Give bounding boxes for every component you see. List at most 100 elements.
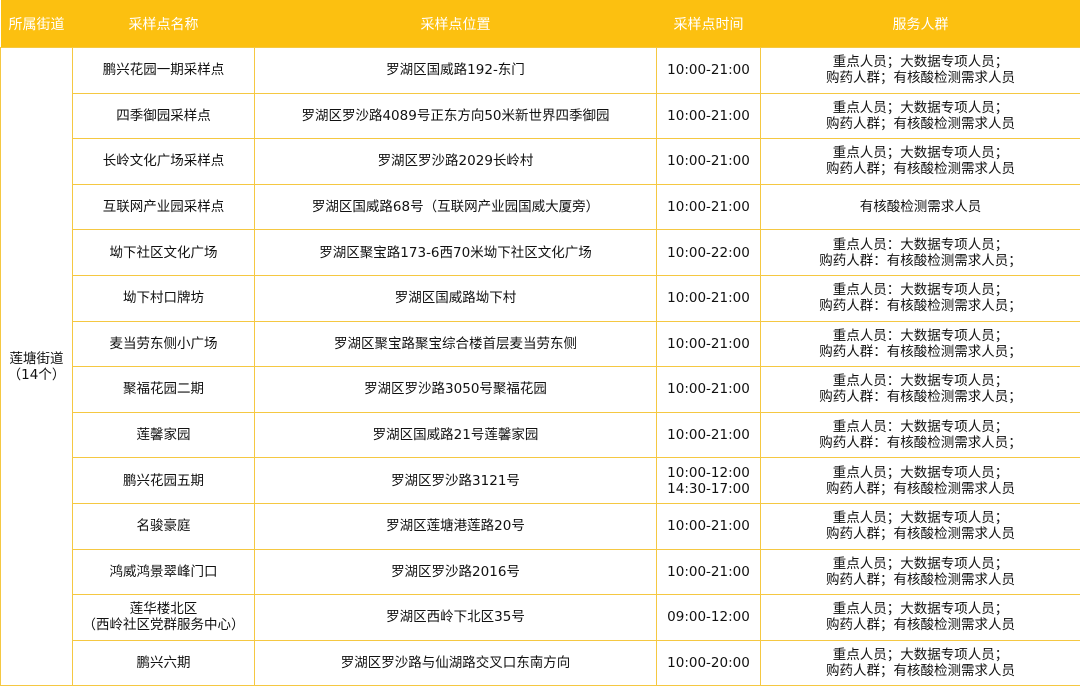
site-service-line: 购药人群；有核酸检测需求人员 [826,617,1015,634]
table-row: 坳下社区文化广场 罗湖区聚宝路173-6西70米坳下社区文化广场 10:00-22:… [1,229,1080,276]
site-name: 四季御园采样点 [72,92,255,140]
site-name-line: 名骏豪庭 [136,518,191,535]
site-service: 重点人员：大数据专项人员； 购药人群：有核酸检测需求人员； [760,366,1080,413]
street-count: （14个） [7,366,66,383]
site-time-line: 10:00-21:00 [667,381,750,398]
header-service: 服务人群 [760,0,1080,48]
site-service-line: 重点人员；大数据专项人员； [832,510,1009,527]
site-service-line: 重点人员：大数据专项人员； [832,419,1009,436]
site-service-line: 重点人员：大数据专项人员； [832,236,1009,253]
header-row: 所属街道 采样点名称 采样点位置 采样点时间 服务人群 [0,0,1080,48]
table-row: 莲塘街道 （14个） 鹏兴花园一期采样点 罗湖区国威路192-东门 10:00-21:0… [0,46,1080,686]
site-service-line: 购药人群；有核酸检测需求人员 [826,115,1015,132]
header-time: 采样点时间 [656,0,761,48]
site-service: 重点人员；大数据专项人员； 购药人群；有核酸检测需求人员 [760,92,1080,140]
site-time: 10:00-21:00 [656,366,761,413]
site-name-line: （西岭社区党群服务中心） [82,617,245,634]
site-name-line: 长岭文化广场采样点 [102,153,225,170]
street-cell: 莲塘街道 （14个） [0,46,73,686]
site-name: 莲华楼北区 （西岭社区党群服务中心） [72,594,255,641]
site-time-line: 14:30-17:00 [667,480,750,497]
site-name-line: 鸿威鸿景翠峰门口 [109,563,218,580]
site-time-line: 10:00-21:00 [667,518,750,535]
site-service: 重点人员；大数据专项人员； 购药人群；有核酸检测需求人员 [760,502,1080,550]
site-name: 坳下村口牌坊 [72,274,255,322]
site-service-line: 重点人员；大数据专项人员； [832,145,1009,162]
site-location: 罗湖区罗沙路2016号 [254,548,657,596]
table-row: 鹏兴花园五期 罗湖区罗沙路3121号 10:00-12:00 14:30-17:00 重… [1,457,1080,504]
site-name: 坳下社区文化广场 [72,229,255,276]
site-service-line: 重点人员：大数据专项人员； [832,282,1009,299]
site-time: 10:00-21:00 [656,92,761,140]
site-location: 罗湖区国威路21号莲馨家园 [254,411,657,459]
site-time: 10:00-22:00 [656,229,761,276]
site-service-line: 重点人员；大数据专项人员； [832,555,1009,572]
site-service: 重点人员；大数据专项人员； 购药人群；有核酸检测需求人员 [760,47,1080,94]
site-service-line: 购药人群；有核酸检测需求人员 [826,70,1015,87]
site-service-line: 购药人群；有核酸检测需求人员 [826,161,1015,178]
site-service-line: 购药人群：有核酸检测需求人员； [819,343,1022,360]
site-service-line: 购药人群：有核酸检测需求人员； [819,298,1022,315]
site-name: 鹏兴六期 [72,639,255,686]
site-name: 聚福花园二期 [72,366,255,413]
site-name-line: 四季御园采样点 [116,107,211,124]
site-time: 10:00-21:00 [656,411,761,459]
site-service-line: 重点人员：大数据专项人员； [832,327,1009,344]
site-time: 10:00-20:00 [656,639,761,686]
site-service-line: 购药人群：有核酸检测需求人员； [819,389,1022,406]
site-service: 重点人员；大数据专项人员； 购药人群；有核酸检测需求人员 [760,548,1080,596]
site-service: 重点人员；大数据专项人员； 购药人群；有核酸检测需求人员 [760,594,1080,641]
site-time-line: 10:00-21:00 [667,62,750,79]
site-name: 麦当劳东侧小广场 [72,320,255,368]
table-row: 四季御园采样点 罗湖区罗沙路4089号正东方向50米新世界四季御园 10:00-21… [1,92,1080,140]
site-name: 鹏兴花园五期 [72,457,255,504]
site-service-line: 购药人群；有核酸检测需求人员 [826,480,1015,497]
site-time-line: 10:00-21:00 [667,107,750,124]
site-service: 重点人员：大数据专项人员； 购药人群：有核酸检测需求人员； [760,320,1080,368]
site-time-line: 10:00-21:00 [667,335,750,352]
site-location: 罗湖区国威路坳下村 [254,274,657,322]
site-service-line: 重点人员；大数据专项人员； [832,647,1009,664]
site-name-line: 互联网产业园采样点 [102,199,225,216]
site-name-line: 鹏兴六期 [136,655,191,672]
site-service: 有核酸检测需求人员 [760,183,1080,231]
site-name-line: 鹏兴花园一期采样点 [102,62,225,79]
site-name-line: 麦当劳东侧小广场 [109,335,218,352]
table-row: 莲华楼北区 （西岭社区党群服务中心） 罗湖区西岭下北区35号 09:00-12:00 重… [1,594,1080,641]
site-service-line: 购药人群：有核酸检测需求人员； [819,435,1022,452]
site-time-line: 10:00-12:00 [667,464,750,481]
site-location: 罗湖区国威路68号（互联网产业园国威大厦旁） [254,183,657,231]
site-time: 09:00-12:00 [656,594,761,641]
site-service-line: 重点人员；大数据专项人员； [832,464,1009,481]
site-location: 罗湖区罗沙路3121号 [254,457,657,504]
table-row: 鸿威鸿景翠峰门口 罗湖区罗沙路2016号 10:00-21:00 重点人员；大数据专项… [1,548,1080,596]
site-name-line: 聚福花园二期 [123,381,204,398]
site-time-line: 09:00-12:00 [667,609,750,626]
site-time-line: 10:00-21:00 [667,290,750,307]
site-name: 莲馨家园 [72,411,255,459]
table-row: 名骏豪庭 罗湖区莲塘港莲路20号 10:00-21:00 重点人员；大数据专项人员；购… [1,502,1080,550]
site-location: 罗湖区国威路192-东门 [254,47,657,94]
table-row: 麦当劳东侧小广场 罗湖区聚宝路聚宝综合楼首层麦当劳东侧 10:00-21:00 重点人… [1,320,1080,368]
site-service: 重点人员；大数据专项人员； 购药人群；有核酸检测需求人员 [760,138,1080,185]
site-name-line: 莲馨家园 [136,427,191,444]
street-name: 莲塘街道 [9,350,64,367]
site-service-line: 重点人员；大数据专项人员； [832,54,1009,71]
site-name: 长岭文化广场采样点 [72,138,255,185]
site-location: 罗湖区罗沙路4089号正东方向50米新世界四季御园 [254,92,657,140]
site-name: 鸿威鸿景翠峰门口 [72,548,255,596]
site-service: 重点人员：大数据专项人员； 购药人群：有核酸检测需求人员； [760,229,1080,276]
header-name: 采样点名称 [72,0,255,48]
site-time-line: 10:00-20:00 [667,655,750,672]
site-location: 罗湖区罗沙路与仙湖路交叉口东南方向 [254,639,657,686]
site-service-line: 有核酸检测需求人员 [859,199,982,216]
table-row: 互联网产业园采样点 罗湖区国威路68号（互联网产业园国威大厦旁） 10:00-21:… [1,183,1080,231]
table-row: 长岭文化广场采样点 罗湖区罗沙路2029长岭村 10:00-21:00 重点人员；大数… [1,138,1080,185]
site-service: 重点人员；大数据专项人员； 购药人群；有核酸检测需求人员 [760,457,1080,504]
table-row: 鹏兴六期 罗湖区罗沙路与仙湖路交叉口东南方向 10:00-20:00 重点人员；大数据… [1,639,1080,686]
site-location: 罗湖区西岭下北区35号 [254,594,657,641]
site-time: 10:00-21:00 [656,548,761,596]
site-location: 罗湖区罗沙路2029长岭村 [254,138,657,185]
site-location: 罗湖区莲塘港莲路20号 [254,502,657,550]
site-location: 罗湖区聚宝路聚宝综合楼首层麦当劳东侧 [254,320,657,368]
